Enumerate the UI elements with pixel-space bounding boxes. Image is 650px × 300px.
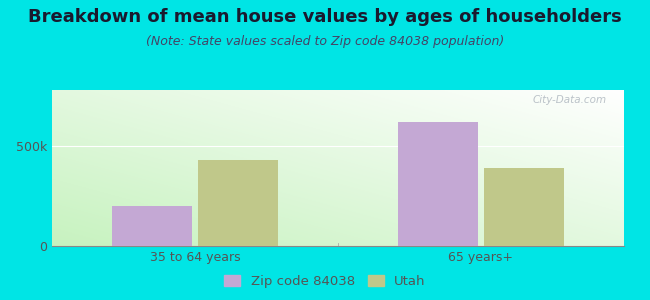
Bar	[484, 168, 564, 246]
Text: City-Data.com: City-Data.com	[533, 95, 607, 105]
Bar	[198, 160, 278, 246]
Bar	[398, 122, 478, 246]
Text: (Note: State values scaled to Zip code 84038 population): (Note: State values scaled to Zip code 8…	[146, 34, 504, 47]
Text: Breakdown of mean house values by ages of householders: Breakdown of mean house values by ages o…	[28, 8, 622, 26]
Legend: Zip code 84038, Utah: Zip code 84038, Utah	[219, 270, 431, 293]
Bar	[112, 206, 192, 246]
